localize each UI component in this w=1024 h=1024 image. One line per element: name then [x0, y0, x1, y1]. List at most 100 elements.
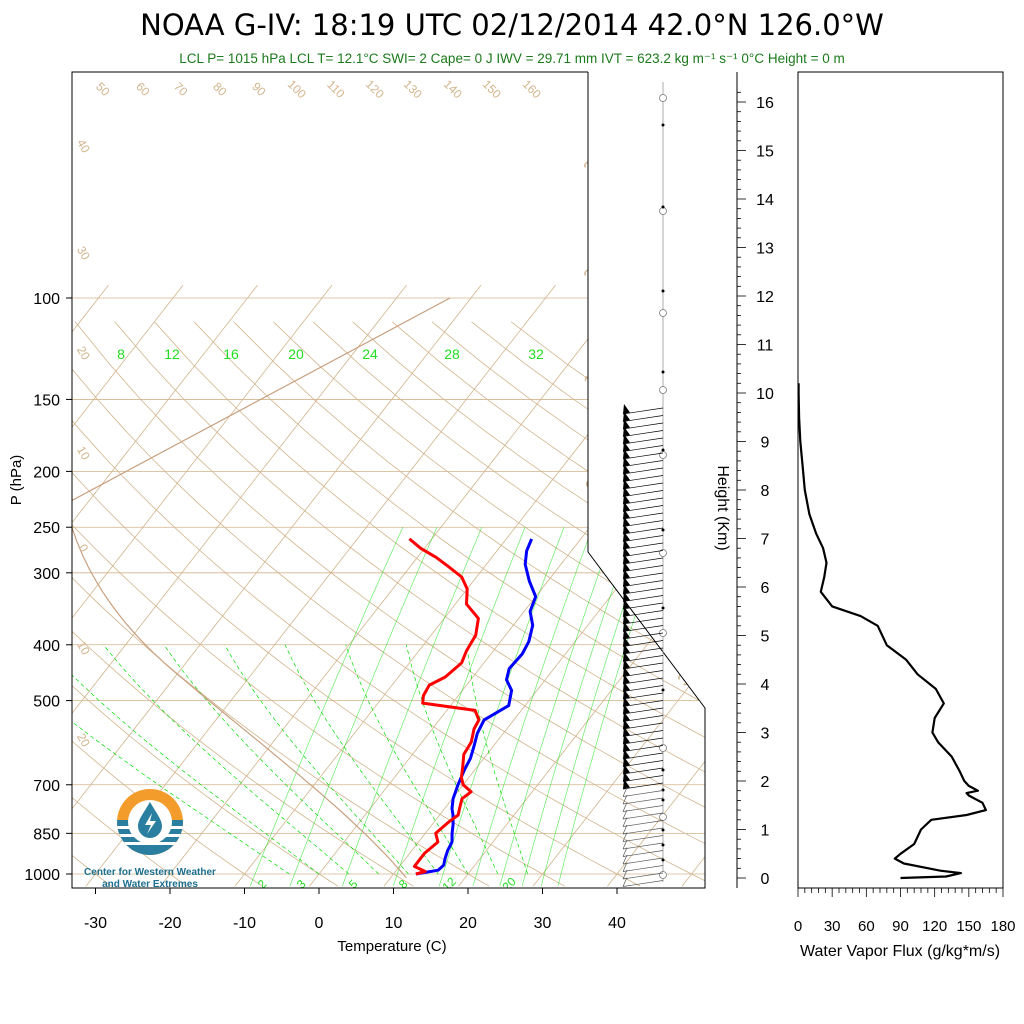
wind-dot: [661, 205, 665, 209]
wind-barb-shaft: [622, 760, 664, 767]
wind-barb-flag: [623, 501, 630, 512]
wind-barb-shaft: [622, 422, 664, 430]
isotherm-line: [160, 284, 631, 887]
wind-barb-shaft: [622, 460, 664, 467]
height-axis-label: Height (Km): [714, 465, 731, 550]
wind-barb-shaft: [622, 415, 664, 422]
dry-adiabat-line: [72, 321, 490, 887]
height-tick-label: 0: [761, 871, 770, 888]
wind-barb-flag: [623, 584, 630, 594]
dry-adiabat-line: [72, 321, 263, 887]
wind-barb-flag: [623, 734, 630, 744]
temperature-tick-label: 30: [534, 915, 552, 932]
wind-barb-flag: [623, 644, 630, 654]
mixing-ratio-label: 12: [164, 346, 180, 362]
wind-barb-flag: [623, 659, 630, 669]
pressure-tick-label: 400: [33, 638, 60, 655]
wind-barb-flag: [623, 546, 630, 557]
adiabat-label: 40: [74, 137, 93, 156]
height-tick-label: 6: [761, 580, 770, 597]
wind-calm-circle: [659, 94, 667, 102]
wind-calm-circle: [659, 549, 667, 557]
wind-barb-shaft: [622, 797, 664, 805]
wind-barb-flag: [623, 756, 630, 767]
wind-barb-shaft: [622, 692, 664, 700]
isotherm-line: [85, 284, 556, 887]
wind-barb-shaft: [622, 602, 664, 610]
flux-tick-label: 30: [824, 918, 841, 935]
wind-barb-feather: [622, 802, 628, 812]
wind-barb-shaft: [622, 572, 664, 580]
dry-adiabat-line: [74, 321, 705, 887]
wind-calm-circle: [659, 309, 667, 317]
height-tick-label: 8: [761, 483, 770, 500]
wind-barb-shaft: [622, 640, 664, 647]
wind-barb-shaft: [622, 850, 664, 857]
dry-adiabat-line: [431, 321, 705, 887]
wind-barb-shaft: [622, 445, 664, 452]
wind-barb-flag: [623, 404, 630, 414]
mixing-ratio-line: [499, 527, 616, 887]
dry-adiabat-line: [471, 321, 705, 887]
wind-barb-shaft: [622, 632, 664, 640]
wind-barb-shaft: [622, 482, 664, 490]
wind-barb-flag: [623, 539, 630, 549]
mixing-ratio-line: [521, 527, 635, 887]
flux-tick-label: 120: [922, 918, 947, 935]
moist-adiabat-line: [103, 644, 350, 875]
wind-dot: [661, 788, 665, 792]
wind-barb-flag: [623, 494, 630, 504]
mixing-ratio-label: 3: [294, 877, 309, 892]
wind-barb-shaft: [622, 880, 664, 887]
dry-adiabat-line: [193, 321, 705, 887]
wind-barb-shaft: [622, 580, 664, 587]
dry-adiabat-line: [72, 321, 565, 887]
wind-barb-flag: [623, 531, 630, 542]
isotherm-line: [458, 284, 705, 887]
chart-subtitle: LCL P= 1015 hPa LCL T= 12.1°C SWI= 2 Cap…: [179, 51, 845, 66]
wind-barb-shaft: [622, 745, 664, 752]
wind-barb-shaft: [622, 557, 664, 565]
wind-barb-shaft: [622, 512, 664, 520]
moist-adiabat-line: [284, 644, 439, 875]
isotherm-label: 110: [324, 77, 348, 101]
wind-dot: [661, 828, 665, 832]
temperature-tick-label: -20: [158, 915, 181, 932]
isotherm-line: [681, 284, 705, 887]
mixing-ratio-label: 5: [346, 877, 361, 892]
isotherm-line: [72, 284, 184, 887]
height-tick-label: 10: [756, 386, 774, 403]
pressure-tick-label: 300: [33, 566, 60, 583]
wind-barb-flag: [623, 741, 630, 752]
isotherm-line: [72, 284, 258, 887]
wind-barb-shaft: [622, 767, 664, 775]
wind-barb-flag: [623, 426, 630, 437]
mixing-ratio-label: 28: [444, 346, 460, 362]
isotherm-label: 130: [401, 77, 425, 101]
isotherm-label: 120: [363, 77, 387, 101]
isotherm-line: [309, 284, 705, 887]
mixing-ratio-label: 24: [362, 346, 378, 362]
wind-barb-shaft: [622, 505, 664, 512]
wind-dot: [661, 768, 665, 772]
adiabat-label: 10: [580, 364, 608, 392]
wind-barb-feather: [622, 854, 628, 865]
wind-barb-flag: [623, 486, 630, 497]
wind-barb-shaft: [622, 872, 664, 880]
temperature-tick-label: -10: [233, 915, 256, 932]
wind-barb-shaft: [622, 865, 664, 872]
wind-barb-shaft: [622, 827, 664, 835]
wind-barb-shaft: [622, 707, 664, 715]
adiabat-label: 20: [74, 731, 93, 750]
dry-adiabat-line: [233, 321, 705, 887]
height-tick-label: 11: [757, 338, 774, 355]
mixing-ratio-label: 20: [288, 346, 304, 362]
isotherm-label: 80: [210, 79, 230, 99]
height-tick-label: 3: [761, 726, 770, 743]
wind-barb-flag: [623, 636, 630, 647]
wind-barb-shaft: [622, 737, 664, 745]
wind-barb-shaft: [622, 700, 664, 707]
adiabat-label: 30: [580, 150, 608, 178]
isotherm-line: [607, 284, 705, 887]
